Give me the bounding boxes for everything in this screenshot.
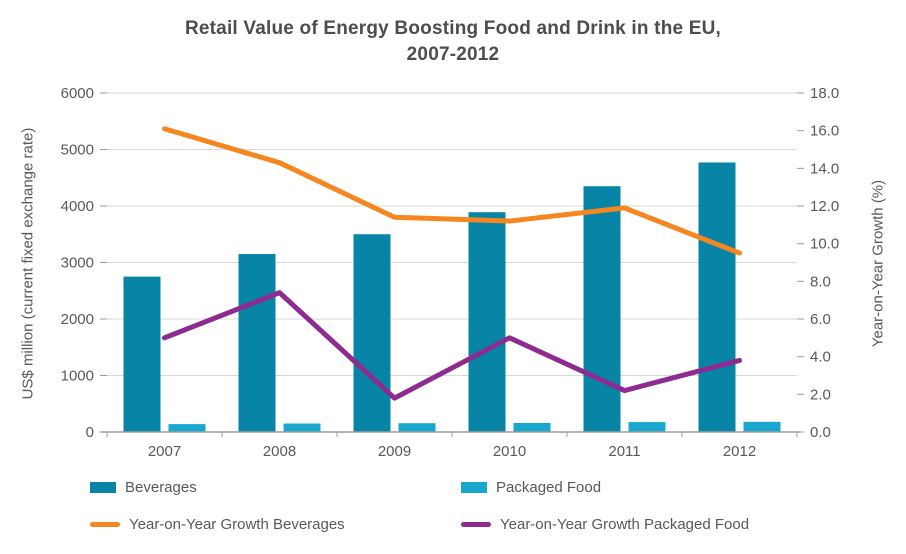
bar-beverages-2008 [238, 254, 276, 432]
legend-item-growth-packaged-food: Year-on-Year Growth Packaged Food [461, 516, 749, 533]
legend-label-growth-beverages: Year-on-Year Growth Beverages [129, 516, 345, 533]
bar-packaged-food-2010 [513, 422, 551, 432]
x-axis-label-2008: 2008 [263, 443, 296, 460]
right-axis-tick-label: 6.0 [810, 311, 831, 328]
legend-item-growth-beverages: Year-on-Year Growth Beverages [90, 516, 345, 533]
x-axis-label-2010: 2010 [493, 443, 526, 460]
bar-beverages-2007 [123, 276, 161, 432]
right-axis-tick-label: 4.0 [810, 349, 831, 366]
bar-beverages-2012 [698, 162, 736, 432]
bar-packaged-food-2007 [168, 424, 206, 432]
chart-title-line1: Retail Value of Energy Boosting Food and… [184, 18, 722, 39]
legend-label-packaged-food: Packaged Food [496, 479, 602, 496]
bar-beverages-2009 [353, 234, 391, 432]
left-axis-tick-label: 6000 [61, 85, 94, 102]
bar-beverages-2011 [583, 186, 621, 432]
right-axis-tick-label: 2.0 [810, 386, 831, 403]
legend-label-growth-packaged-food: Year-on-Year Growth Packaged Food [500, 516, 750, 533]
packaged-food-swatch [461, 482, 487, 493]
right-axis-tick-label: 18.0 [810, 85, 839, 102]
growth-packaged-food-line-swatch [461, 522, 491, 527]
x-axis-label-2011: 2011 [608, 443, 640, 460]
line-year-on-year-growth-beverages [162, 126, 742, 256]
bar-packaged-food-2008 [283, 423, 321, 432]
right-axis-tick-label: 0.0 [810, 424, 831, 441]
x-axis-label-2009: 2009 [378, 443, 411, 460]
chart-title: Retail Value of Energy Boosting Food and… [0, 16, 906, 68]
growth-beverages-line-swatch [90, 522, 120, 527]
left-axis-tick-label: 4000 [61, 198, 94, 215]
legend-label-beverages: Beverages [125, 479, 197, 496]
left-axis-tick-label: 5000 [61, 142, 94, 159]
bar-packaged-food-2012 [743, 421, 781, 432]
right-axis-tick-label: 8.0 [810, 273, 831, 290]
right-axis-tick-label: 14.0 [810, 160, 839, 177]
x-axis-label-2007: 2007 [148, 443, 181, 460]
line-year-on-year-growth-packaged-food [162, 290, 742, 401]
bar-packaged-food-2011 [628, 422, 666, 432]
chart-title-line2: 2007-2012 [406, 44, 500, 65]
left-axis-tick-label: 2000 [61, 311, 94, 328]
chart-plot-area: 0 1000 2000 3000 4000 5000 6000 0.0 2.0 4.0 6.0 8.0… [61, 85, 840, 460]
bar-beverages-2010 [468, 212, 506, 432]
x-axis-label-2012: 2012 [723, 443, 756, 460]
left-axis-tick-label: 0 [86, 424, 94, 441]
legend-item-beverages: Beverages [90, 479, 197, 496]
right-axis-tick-label: 12.0 [810, 198, 839, 215]
right-axis-tick-label: 16.0 [810, 123, 839, 140]
legend-item-packaged-food: Packaged Food [461, 479, 601, 496]
left-axis-tick-label: 3000 [61, 255, 94, 272]
right-axis-tick-label: 10.0 [810, 236, 839, 253]
left-axis-tick-label: 1000 [61, 368, 94, 385]
beverages-swatch [90, 482, 116, 493]
bar-packaged-food-2009 [398, 423, 436, 432]
